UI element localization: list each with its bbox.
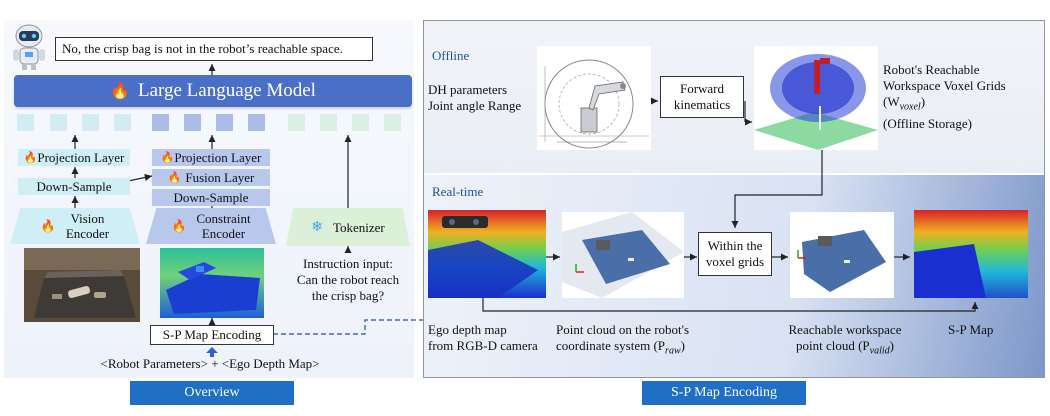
reachable-cloud-caption: Reachable workspace point cloud (Pvalid) (788, 322, 902, 357)
offline-label: Offline (432, 48, 470, 63)
llm-answer-box: No, the crisp bag is not in the robot’s … (55, 37, 373, 61)
token (82, 114, 99, 131)
up-arrow-icon (206, 344, 218, 357)
ego-depth-map-image (428, 210, 546, 298)
instruction-input: Instruction input: Can the robot reach t… (296, 256, 400, 303)
vision-encoder: 🔥 Vision Encoder (10, 208, 140, 244)
forward-kinematics-box: Forward kinematics (660, 76, 744, 118)
token (114, 114, 131, 131)
token (50, 114, 67, 131)
realtime-label: Real-time (432, 184, 484, 199)
robot-arm-drawing (537, 46, 651, 150)
bottom-input-label: <Robot Parameters> + <Ego Depth Map> (100, 356, 320, 371)
token (152, 114, 169, 131)
voxel-grid-render (754, 46, 878, 150)
constraint-encoder: 🔥 Constraint Encoder (146, 208, 276, 244)
token (352, 114, 369, 131)
large-language-model-block: 🔥 Large Language Model (14, 75, 412, 107)
overview-tab: Overview (130, 381, 294, 405)
projection-layer-left: 🔥 Projection Layer (18, 149, 130, 166)
token (384, 114, 401, 131)
sp-map-image (914, 210, 1028, 298)
flame-icon: 🔥 (167, 172, 182, 184)
sp-map-caption: S-P Map (948, 322, 994, 337)
within-voxel-grids-box: Within the voxel grids (698, 232, 772, 276)
dh-parameters-text: DH parameters Joint angle Range (428, 82, 522, 113)
snowflake-icon: ❄ (311, 219, 323, 235)
sp-map-preview (160, 248, 264, 318)
flame-icon: 🔥 (23, 152, 38, 164)
fusion-layer: 🔥 Fusion Layer (152, 169, 270, 186)
flame-icon: 🔥 (110, 83, 130, 100)
sp-map-encoding-tab: S-P Map Encoding (642, 381, 806, 405)
downsample-mid: Down-Sample (152, 189, 270, 206)
flame-icon: 🔥 (171, 218, 187, 233)
flame-icon: 🔥 (160, 152, 175, 164)
point-cloud-caption: Point cloud on the robot's coordinate sy… (556, 322, 690, 357)
scene-photo (24, 248, 140, 322)
robot-avatar-icon (8, 22, 50, 70)
token (320, 114, 337, 131)
sp-map-encoding-box: S-P Map Encoding (150, 325, 274, 345)
token (288, 114, 305, 131)
tokenizer-block: ❄ Tokenizer (286, 208, 410, 246)
flame-icon: 🔥 (40, 218, 56, 233)
ego-depth-caption: Ego depth map from RGB-D camera (428, 322, 538, 353)
section-divider (424, 173, 1044, 175)
llm-label: Large Language Model (137, 80, 316, 101)
token (184, 114, 201, 131)
projection-layer-mid: 🔥 Projection Layer (152, 149, 270, 166)
reachable-point-cloud-image (790, 212, 894, 298)
reachable-workspace-text: Robot's Reachable Workspace Voxel Grids … (883, 62, 1006, 131)
downsample-left: Down-Sample (18, 178, 130, 195)
point-cloud-image (562, 212, 684, 298)
token (248, 114, 265, 131)
token (17, 114, 34, 131)
token (216, 114, 233, 131)
